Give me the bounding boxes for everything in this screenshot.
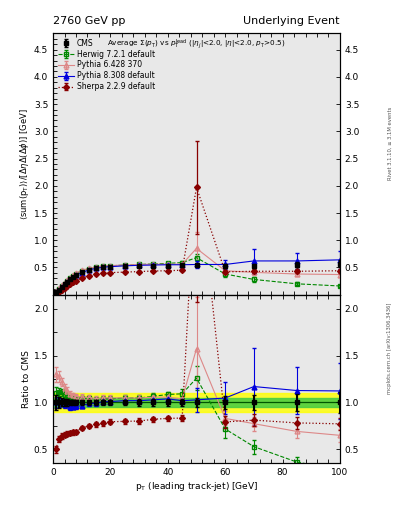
Text: mcplots.cern.ch [arXiv:1306.3436]: mcplots.cern.ch [arXiv:1306.3436] — [387, 303, 392, 394]
Bar — [53, 398, 340, 407]
Text: Rivet 3.1.10, ≥ 3.1M events: Rivet 3.1.10, ≥ 3.1M events — [387, 106, 392, 180]
Text: 2760 GeV pp: 2760 GeV pp — [53, 15, 125, 26]
X-axis label: p$_{\rm T}$ (leading track-jet) [GeV]: p$_{\rm T}$ (leading track-jet) [GeV] — [135, 480, 258, 493]
Text: Average $\Sigma(p_{\rm T})$ vs $p_{\rm T}^{\rm lead}$ ($|\eta_j|$<2.0, $|\eta|$<: Average $\Sigma(p_{\rm T})$ vs $p_{\rm T… — [107, 37, 286, 51]
Y-axis label: $\langle$sum(p$_{\rm T}$)$\rangle$/[$\Delta\eta\Delta(\Delta\phi)$] [GeV]: $\langle$sum(p$_{\rm T}$)$\rangle$/[$\De… — [18, 108, 31, 220]
Y-axis label: Ratio to CMS: Ratio to CMS — [22, 350, 31, 408]
Bar — [53, 393, 340, 412]
Legend: CMS, Herwig 7.2.1 default, Pythia 6.428 370, Pythia 8.308 default, Sherpa 2.2.9 : CMS, Herwig 7.2.1 default, Pythia 6.428 … — [57, 37, 156, 93]
Text: Underlying Event: Underlying Event — [243, 15, 340, 26]
